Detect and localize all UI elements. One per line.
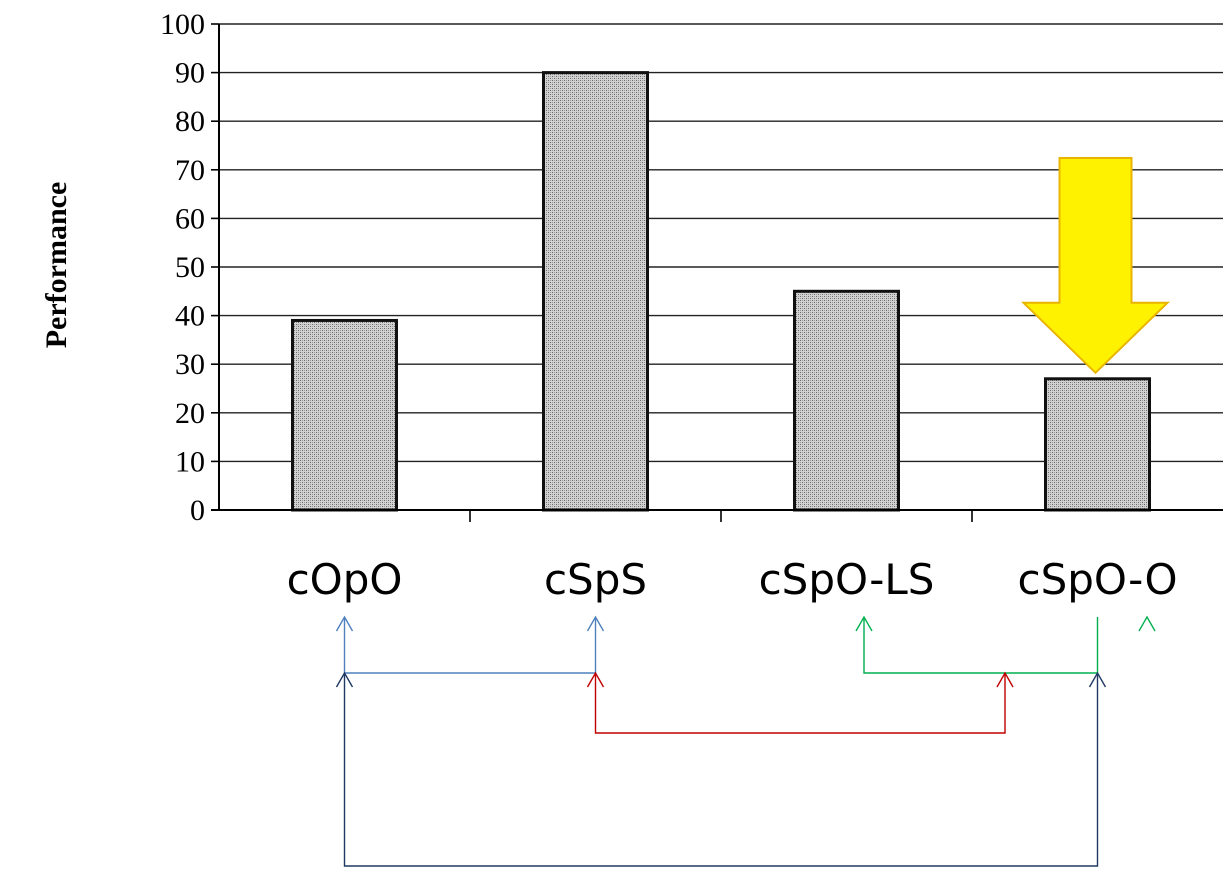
axes <box>211 23 1223 522</box>
y-tick-label: 90 <box>175 57 205 90</box>
arrow-head-icon <box>335 615 354 632</box>
comparison-bracket <box>343 617 597 674</box>
y-tick-label: 60 <box>175 202 205 235</box>
arrow-head-icon <box>1088 671 1107 688</box>
bars <box>291 71 1151 512</box>
category-label: cSpO-O <box>1017 555 1177 604</box>
y-tick-label: 40 <box>175 300 205 333</box>
y-tick-label: 100 <box>160 8 205 41</box>
y-tick-label: 50 <box>175 251 205 284</box>
arrow-head-icon <box>855 615 873 632</box>
category-labels: cOpO cSpS cSpO-LS cSpO-O <box>287 555 1178 604</box>
y-tick-labels: 0 10 20 30 40 50 60 70 80 90 100 <box>160 8 205 527</box>
category-label: cOpO <box>287 555 403 604</box>
arrow-head-icon <box>586 671 605 688</box>
arrow-head-icon <box>1138 615 1156 632</box>
comparison-bracket <box>863 617 1099 674</box>
bar <box>542 71 649 512</box>
y-tick-label: 10 <box>175 445 205 478</box>
comparison-bracket <box>343 673 1099 867</box>
comparison-brackets <box>335 615 1156 867</box>
highlight-arrow <box>1021 157 1170 375</box>
bar <box>1044 377 1151 512</box>
y-axis-label: Performance <box>40 182 73 349</box>
y-tick-label: 70 <box>175 154 205 187</box>
bar <box>793 289 900 512</box>
y-tick-label: 30 <box>175 348 205 381</box>
y-tick-label: 80 <box>175 105 205 138</box>
arrow-head-icon <box>586 615 605 632</box>
arrow-head-icon <box>996 671 1014 688</box>
category-label: cSpS <box>544 555 647 604</box>
arrow-down-icon <box>1021 157 1170 375</box>
bar <box>291 318 398 512</box>
y-tick-label: 20 <box>175 397 205 430</box>
y-tick-label: 0 <box>190 494 205 527</box>
comparison-bracket <box>594 673 1006 734</box>
arrow-head-icon <box>335 671 354 688</box>
category-label: cSpO-LS <box>759 555 935 604</box>
